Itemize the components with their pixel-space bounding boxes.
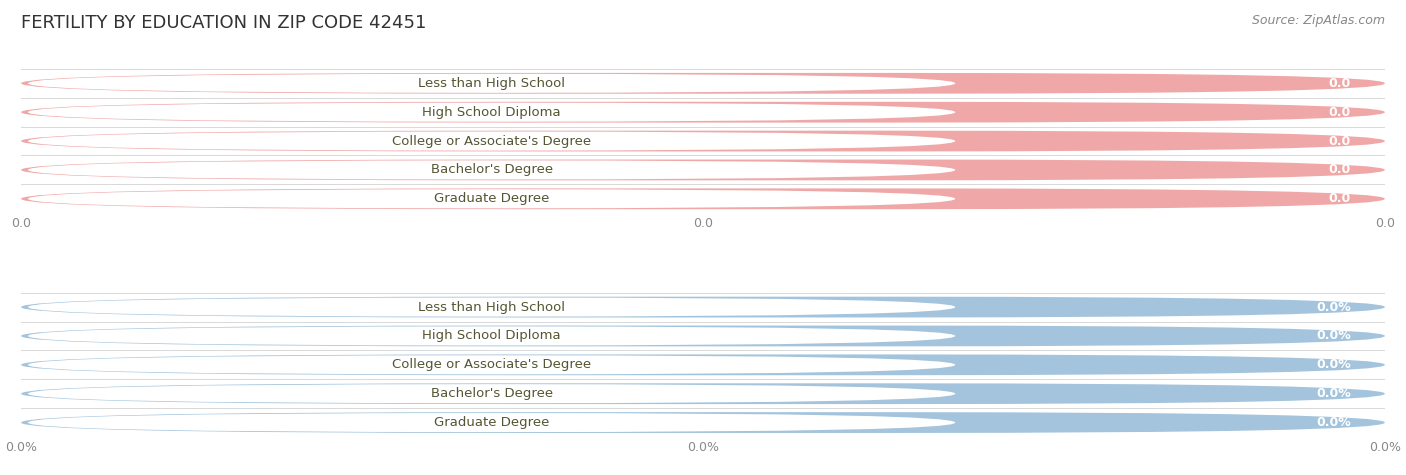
FancyBboxPatch shape <box>21 131 1385 152</box>
FancyBboxPatch shape <box>21 73 1385 94</box>
FancyBboxPatch shape <box>21 354 1385 375</box>
FancyBboxPatch shape <box>28 74 955 93</box>
Text: Less than High School: Less than High School <box>418 77 565 90</box>
Text: 0.0%: 0.0% <box>1316 330 1351 342</box>
Text: 0.0: 0.0 <box>1329 134 1351 148</box>
Text: 0.0: 0.0 <box>1329 105 1351 119</box>
Text: Source: ZipAtlas.com: Source: ZipAtlas.com <box>1251 14 1385 27</box>
Text: 0.0%: 0.0% <box>1316 301 1351 314</box>
FancyBboxPatch shape <box>28 189 955 209</box>
FancyBboxPatch shape <box>21 160 1385 180</box>
Text: High School Diploma: High School Diploma <box>422 105 561 119</box>
FancyBboxPatch shape <box>21 297 1385 317</box>
Text: FERTILITY BY EDUCATION IN ZIP CODE 42451: FERTILITY BY EDUCATION IN ZIP CODE 42451 <box>21 14 426 32</box>
Text: 0.0: 0.0 <box>1329 192 1351 205</box>
FancyBboxPatch shape <box>28 413 955 432</box>
Text: Graduate Degree: Graduate Degree <box>434 416 550 429</box>
FancyBboxPatch shape <box>21 383 1385 404</box>
Text: 0.0%: 0.0% <box>1316 358 1351 371</box>
Text: High School Diploma: High School Diploma <box>422 330 561 342</box>
FancyBboxPatch shape <box>21 325 1385 346</box>
Text: Less than High School: Less than High School <box>418 301 565 314</box>
FancyBboxPatch shape <box>21 412 1385 433</box>
Text: 0.0%: 0.0% <box>1316 416 1351 429</box>
Text: Graduate Degree: Graduate Degree <box>434 192 550 205</box>
Text: Bachelor's Degree: Bachelor's Degree <box>430 387 553 400</box>
FancyBboxPatch shape <box>21 102 1385 123</box>
Text: 0.0%: 0.0% <box>1316 387 1351 400</box>
FancyBboxPatch shape <box>28 384 955 403</box>
FancyBboxPatch shape <box>28 355 955 374</box>
Text: College or Associate's Degree: College or Associate's Degree <box>392 358 591 371</box>
Text: 0.0: 0.0 <box>1329 163 1351 176</box>
Text: Bachelor's Degree: Bachelor's Degree <box>430 163 553 176</box>
FancyBboxPatch shape <box>28 297 955 317</box>
Text: College or Associate's Degree: College or Associate's Degree <box>392 134 591 148</box>
Text: 0.0: 0.0 <box>1329 77 1351 90</box>
FancyBboxPatch shape <box>28 326 955 345</box>
FancyBboxPatch shape <box>28 161 955 180</box>
FancyBboxPatch shape <box>21 189 1385 209</box>
FancyBboxPatch shape <box>28 132 955 151</box>
FancyBboxPatch shape <box>28 103 955 122</box>
